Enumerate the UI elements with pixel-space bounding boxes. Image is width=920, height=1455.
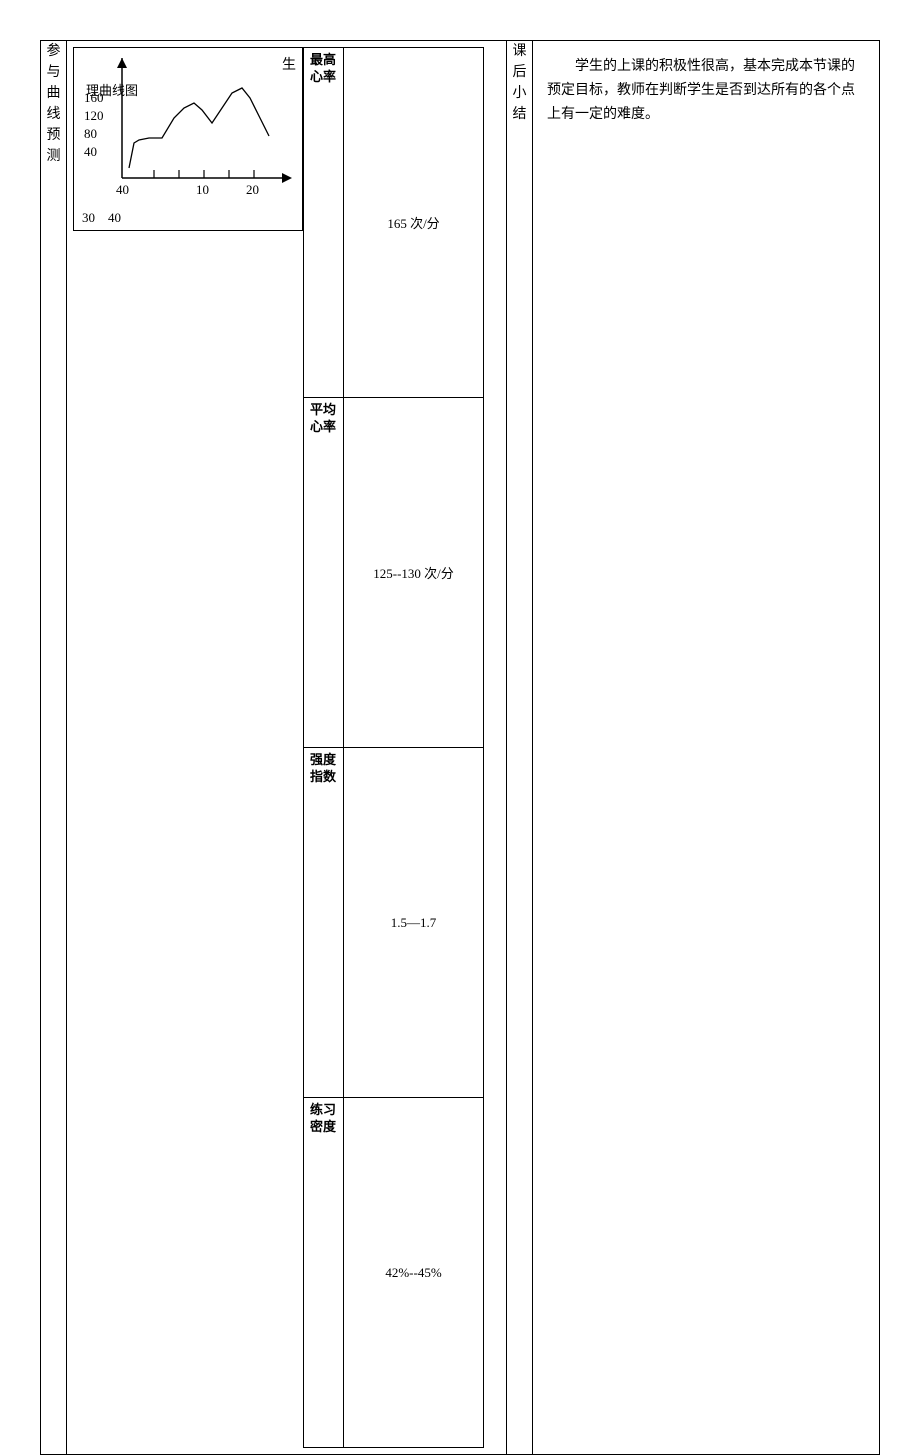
left-label-char: 参与曲线预测 [45, 41, 62, 167]
mid-vertical-label: 课后小结 [507, 41, 533, 1455]
summary-text: 学生的上课的积极性很高，基本完成本节课的预定目标，教师在判断学生是否到达所有的各… [547, 55, 865, 126]
stat-row: 平均心率 125--130 次/分 [304, 398, 484, 748]
chart-bottom-labels: 30 40 [74, 208, 302, 230]
stat-label: 最高心率 [304, 48, 344, 398]
curve-svg: 1601208040102040 [74, 48, 304, 208]
mid-label-char: 课后小结 [511, 41, 528, 125]
stat-value: 125--130 次/分 [344, 398, 484, 748]
left-vertical-label: 参与曲线预测 [41, 41, 67, 1455]
svg-text:80: 80 [84, 126, 97, 141]
svg-text:10: 10 [196, 182, 209, 197]
stat-row: 最高心率 165 次/分 [304, 48, 484, 398]
chart-stats-cell: 生 理曲线图 1601208040102040 30 40 最高心率 165 次… [67, 41, 507, 1455]
stat-label: 强度指数 [304, 748, 344, 1098]
summary-cell: 学生的上课的积极性很高，基本完成本节课的预定目标，教师在判断学生是否到达所有的各… [533, 41, 880, 1455]
svg-text:120: 120 [84, 108, 104, 123]
lesson-summary-table: 参与曲线预测 生 理曲线图 1601208040102040 30 40 最 [40, 40, 880, 1455]
stat-value: 42%--45% [344, 1098, 484, 1448]
svg-text:20: 20 [246, 182, 259, 197]
chart-inside-title: 理曲线图 [86, 80, 138, 99]
stat-value: 165 次/分 [344, 48, 484, 398]
chart-corner-label: 生 [282, 54, 296, 74]
bottom-num-1: 30 [82, 210, 95, 225]
physiology-curve-chart: 生 理曲线图 1601208040102040 30 40 [73, 47, 303, 231]
stat-row: 强度指数 1.5—1.7 [304, 748, 484, 1098]
stat-row: 练习密度 42%--45% [304, 1098, 484, 1448]
svg-text:40: 40 [116, 182, 129, 197]
bottom-num-2: 40 [108, 210, 121, 225]
stat-value: 1.5—1.7 [344, 748, 484, 1098]
stats-table: 最高心率 165 次/分 平均心率 125--130 次/分 强度指数 1.5—… [303, 47, 484, 1448]
svg-text:40: 40 [84, 144, 97, 159]
stat-label: 平均心率 [304, 398, 344, 748]
stat-label: 练习密度 [304, 1098, 344, 1448]
